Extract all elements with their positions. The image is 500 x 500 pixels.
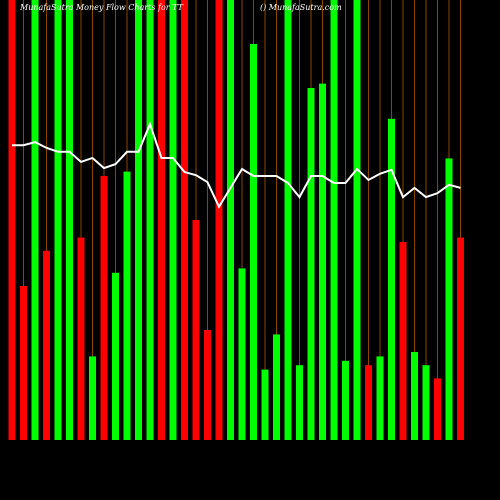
bar [376, 356, 384, 440]
bar [434, 378, 441, 440]
bar [388, 118, 395, 441]
bar [445, 158, 453, 440]
bar [169, 0, 177, 440]
bar [192, 220, 200, 440]
bar [261, 369, 269, 440]
bar [353, 0, 361, 440]
bar [100, 176, 108, 440]
bar [457, 237, 464, 440]
bar [411, 352, 418, 440]
bar [227, 0, 234, 440]
bar [181, 0, 188, 440]
money-flow-line [12, 121, 461, 209]
chart-subtitle: () MunafaSutra.com [260, 3, 342, 12]
bar [8, 0, 16, 440]
bar [112, 272, 119, 440]
bar [250, 44, 257, 440]
bar [273, 334, 280, 440]
bar [146, 0, 154, 440]
bar [31, 0, 39, 440]
bar [123, 171, 131, 440]
bar [319, 83, 326, 440]
bar [422, 365, 430, 440]
bar [365, 365, 372, 440]
bar [77, 237, 85, 440]
bar [330, 0, 338, 440]
bar [135, 0, 142, 440]
bar [204, 330, 211, 440]
bar [342, 360, 349, 440]
bar [66, 0, 73, 440]
bar [307, 88, 315, 440]
bar [43, 250, 50, 440]
bar [54, 0, 62, 440]
chart-title: MunafaSutra Money Flow Charts for TT [19, 3, 184, 12]
bar [284, 0, 292, 440]
bars [8, 0, 464, 441]
bar [158, 0, 165, 440]
bar [215, 0, 223, 440]
bar [238, 268, 246, 440]
bar [296, 365, 303, 440]
bar [89, 356, 96, 440]
bar [399, 242, 407, 440]
bar [20, 286, 27, 440]
